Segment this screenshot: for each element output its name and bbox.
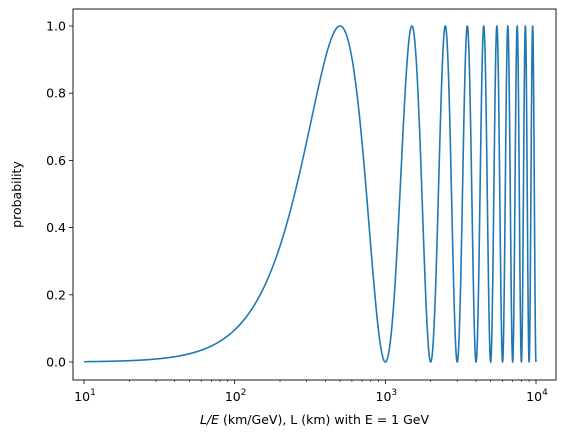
x-axis-label-rest: (km/GeV), L (km) with E = 1 GeV bbox=[219, 412, 429, 427]
x-axis-label-italic: L/E bbox=[200, 412, 219, 427]
x-axis: 101 102 103 104 bbox=[74, 380, 548, 404]
y-axis: 0.0 0.2 0.4 0.6 0.8 1.0 bbox=[46, 19, 73, 370]
y-axis-label: probability bbox=[9, 161, 24, 228]
x-tick-label: 101 bbox=[74, 388, 96, 404]
x-tick-label: 103 bbox=[376, 388, 398, 404]
x-tick-label: 104 bbox=[526, 388, 548, 404]
y-tick-label: 0.2 bbox=[46, 287, 66, 302]
plot-area bbox=[83, 25, 537, 363]
y-tick-label: 1.0 bbox=[46, 19, 66, 34]
y-tick-label: 0.4 bbox=[46, 220, 66, 235]
y-tick-label: 0.6 bbox=[46, 153, 66, 168]
y-tick-label: 0.8 bbox=[46, 86, 66, 101]
axes-frame bbox=[72, 8, 557, 381]
x-tick-label: 102 bbox=[225, 388, 247, 404]
x-axis-label: L/E (km/GeV), L (km) with E = 1 GeV bbox=[200, 412, 430, 427]
y-tick-label: 0.0 bbox=[46, 355, 66, 370]
series-line bbox=[83, 25, 537, 363]
